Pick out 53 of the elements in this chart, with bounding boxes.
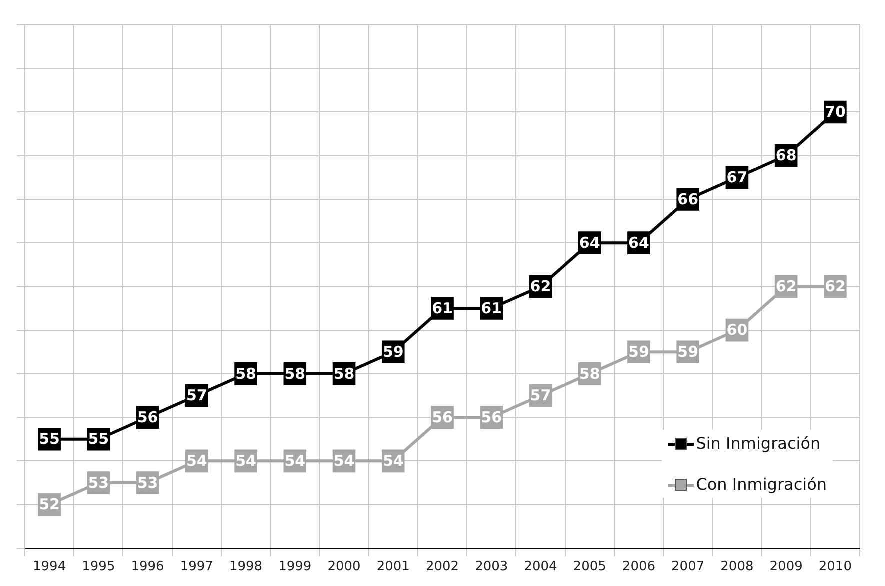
data-label: 56 — [137, 408, 158, 426]
data-label: 70 — [825, 103, 846, 122]
x-tick-label: 1994 — [33, 560, 66, 575]
data-label: 54 — [186, 452, 208, 470]
data-label: 59 — [678, 343, 699, 362]
data-label: 66 — [678, 190, 699, 208]
data-label: 58 — [334, 364, 355, 383]
data-label: 67 — [726, 168, 748, 187]
data-label: 58 — [236, 364, 256, 383]
data-label: 64 — [579, 234, 600, 252]
data-label: 54 — [236, 452, 256, 470]
x-tick-label: 2003 — [475, 560, 508, 575]
x-tick-label: 2001 — [376, 560, 410, 575]
data-label: 55 — [88, 430, 110, 448]
x-tick-label: 2005 — [573, 560, 606, 575]
data-label: 68 — [776, 146, 797, 165]
data-label: 62 — [530, 278, 552, 296]
legend-label: Sin Inmigración — [696, 434, 821, 453]
data-label: 53 — [137, 474, 158, 492]
x-tick-label: 2010 — [818, 560, 852, 575]
data-label: 64 — [628, 234, 650, 252]
data-label: 54 — [284, 452, 306, 470]
data-label: 54 — [382, 452, 404, 470]
x-tick-label: 2006 — [622, 560, 656, 575]
data-label: 58 — [579, 364, 600, 383]
x-tick-label: 2007 — [672, 560, 705, 575]
data-label: 61 — [432, 299, 453, 318]
data-label: 52 — [39, 496, 60, 514]
x-tick-label: 2004 — [524, 560, 558, 575]
x-tick-label: 1999 — [278, 560, 312, 575]
x-tick-label: 2000 — [328, 560, 361, 575]
data-label: 62 — [776, 278, 797, 296]
x-tick-label: 2009 — [770, 560, 803, 575]
legend-label: Con Inmigración — [696, 475, 827, 494]
x-tick-label: 1997 — [180, 560, 214, 575]
x-tick-label: 1996 — [131, 560, 164, 575]
data-label: 60 — [726, 321, 748, 340]
data-label: 57 — [530, 386, 552, 405]
x-tick-label: 1998 — [229, 560, 263, 575]
data-label: 55 — [39, 430, 60, 448]
x-tick-label: 1995 — [82, 560, 116, 575]
x-tick-label: 2002 — [426, 560, 460, 575]
x-tick-label: 2008 — [720, 560, 754, 575]
data-label: 56 — [481, 408, 502, 426]
data-label: 59 — [382, 343, 404, 362]
data-label: 61 — [481, 299, 502, 318]
data-label: 59 — [628, 343, 650, 362]
data-label: 62 — [825, 278, 846, 296]
data-label: 57 — [186, 386, 208, 405]
data-label: 54 — [334, 452, 355, 470]
data-label: 58 — [284, 364, 306, 383]
data-label: 53 — [88, 474, 110, 492]
data-label: 56 — [432, 408, 453, 426]
